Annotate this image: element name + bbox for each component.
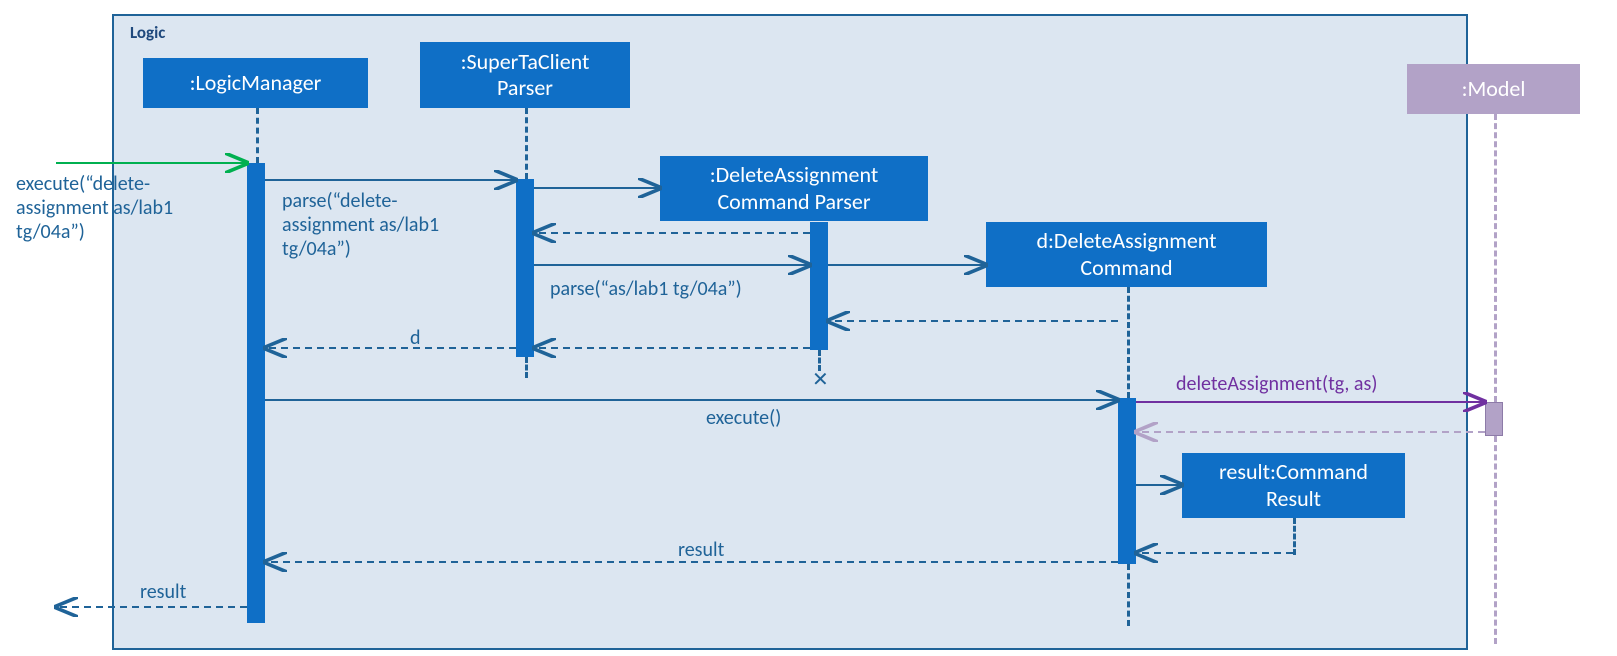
lifeline [256, 108, 259, 163]
participant-label: :LogicManager [190, 70, 322, 96]
activation-bar [247, 163, 265, 623]
message-label: execute(“delete- assignment as/lab1 tg/0… [16, 172, 173, 244]
message-label: parse(“delete- assignment as/lab1 tg/04a… [282, 189, 439, 261]
participant-deleteassignmentcommand: d:DeleteAssignment Command [986, 222, 1267, 287]
participant-supertaclientparser: :SuperTaClient Parser [420, 42, 630, 108]
lifeline [1494, 114, 1497, 402]
participant-label: d:DeleteAssignment Command [1036, 228, 1216, 281]
sequence-diagram: Logic :LogicManager :SuperTaClient Parse… [0, 0, 1617, 656]
lifeline [1494, 436, 1497, 644]
lifeline [1127, 287, 1130, 398]
message-label: result [678, 538, 724, 562]
activation-bar [516, 179, 534, 357]
lifeline [525, 357, 528, 378]
message-label: parse(“as/lab1 tg/04a”) [550, 277, 742, 301]
participant-logicmanager: :LogicManager [143, 58, 368, 108]
lifeline [1127, 564, 1130, 626]
message-label: execute() [706, 406, 781, 430]
participant-model: :Model [1407, 64, 1580, 114]
participant-deleteassignmentcommandparser: :DeleteAssignment Command Parser [660, 156, 928, 221]
activation-bar [1118, 398, 1136, 564]
lifeline [525, 108, 528, 179]
destroy-x-marker: ✕ [812, 367, 829, 392]
logic-frame-label: Logic [130, 22, 165, 43]
message-label: deleteAssignment(tg, as) [1176, 372, 1377, 396]
activation-bar [1485, 402, 1503, 436]
logic-frame [112, 14, 1468, 650]
participant-label: :Model [1462, 76, 1526, 102]
participant-commandresult: result:Command Result [1182, 453, 1405, 518]
participant-label: result:Command Result [1219, 459, 1368, 512]
message-label: d [410, 326, 421, 350]
lifeline [1293, 518, 1296, 555]
message-label: result [140, 580, 186, 604]
activation-bar [810, 222, 828, 350]
participant-label: :DeleteAssignment Command Parser [710, 162, 878, 215]
participant-label: :SuperTaClient Parser [461, 49, 590, 102]
